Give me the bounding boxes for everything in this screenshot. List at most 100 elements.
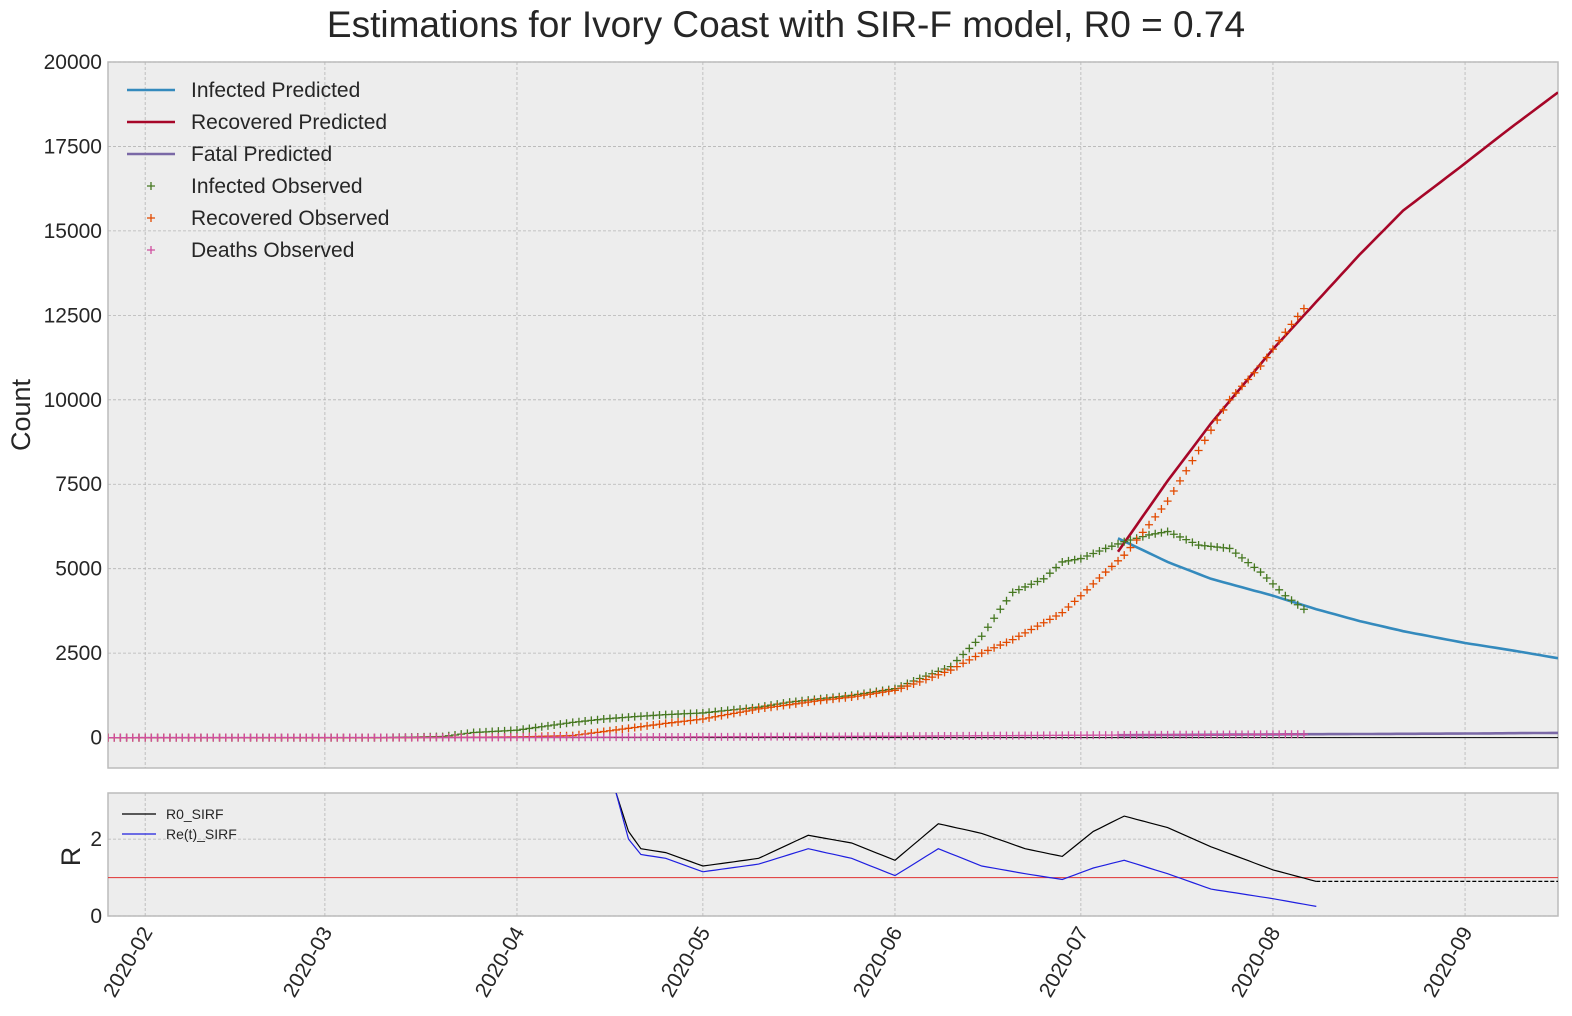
recovered-observed-marker [1138,528,1147,537]
infected-observed-marker [1151,529,1160,538]
recovered-observed-marker [1114,556,1123,565]
infected-observed-marker [1114,539,1123,548]
recovered-observed-marker [897,684,906,693]
recovered-observed-marker [1064,602,1073,611]
recovered-observed-marker [754,704,763,713]
legend-label: Recovered Predicted [191,111,387,134]
y-tick-label-top: 12500 [44,304,102,327]
recovered-observed-marker [1231,389,1240,398]
recovered-observed-marker [1194,446,1203,455]
deaths-observed-marker [1299,730,1308,739]
infected-observed-marker [574,717,583,726]
r0-sirf-line [615,793,1317,882]
top-plot-area [107,61,1559,769]
infected-observed-marker [519,725,528,734]
recovered-observed-marker [773,702,782,711]
recovered-observed-marker [983,646,992,655]
recovered-observed-marker [618,725,627,734]
recovered-observed-marker [1237,382,1246,391]
recovered-observed-marker [705,713,714,722]
y-tick-label-top: 5000 [55,558,102,581]
recovered-observed-marker [816,696,825,705]
legend-label: Infected Observed [191,175,363,198]
infected-observed-marker [587,716,596,725]
legend-label-bottom: R0_SIRF [166,806,224,822]
recovered-observed-marker [1219,405,1228,414]
y-tick-label-top: 17500 [44,135,102,158]
recovered-observed-marker [1126,543,1135,552]
recovered-observed-marker [952,662,961,671]
infected-observed-marker [1145,530,1154,539]
recovered-observed-marker [859,691,868,700]
infected-observed-marker [1299,605,1308,614]
infected-observed-marker [1163,527,1172,536]
infected-observed-marker [1256,568,1265,577]
chart-title: Estimations for Ivory Coast with SIR-F m… [326,4,1246,45]
recovered-observed-marker [878,688,887,697]
infected-observed-marker [996,605,1005,614]
recovered-observed-marker [1132,535,1141,544]
recovered-predicted-line [1116,91,1558,553]
recovered-observed-marker [841,693,850,702]
recovered-observed-marker [624,724,633,733]
recovered-observed-marker [779,701,788,710]
recovered-observed-marker [1101,568,1110,577]
infected-observed-marker [1231,549,1240,558]
infected-observed-marker [1287,596,1296,605]
infected-observed-marker [537,722,546,731]
recovered-observed-marker [1275,336,1284,345]
recovered-observed-marker [909,679,918,688]
x-tick-label: 2020-07 [1035,923,1093,1001]
infected-observed-marker [556,720,565,729]
recovered-observed-marker [680,717,689,726]
infected-observed-marker [1219,543,1228,552]
infected-observed-marker [1281,591,1290,600]
legend-marker [147,214,155,222]
recovered-observed-marker [1033,622,1042,631]
recovered-observed-marker [940,668,949,677]
infected-predicted-line [1117,537,1558,660]
recovered-observed-marker [866,690,875,699]
infected-observed-marker [1268,579,1277,588]
recovered-observed-marker [1157,505,1166,514]
recovered-observed-marker [810,697,819,706]
legend-marker [147,246,155,254]
recovered-observed-marker [698,715,707,724]
infected-observed-marker [1027,580,1036,589]
recovered-observed-marker [692,715,701,724]
infected-observed-marker [1275,585,1284,594]
recovered-observed-marker [928,673,937,682]
recovered-observed-marker [959,659,968,668]
recovered-observed-marker [1287,320,1296,329]
infected-observed-marker [1225,544,1234,553]
recovered-observed-marker [1095,573,1104,582]
recovered-observed-marker [717,711,726,720]
infected-observed-marker [1101,544,1110,553]
legend-label: Infected Predicted [191,79,360,102]
y-tick-label-top: 15000 [44,220,102,243]
recovered-observed-marker [1083,585,1092,594]
recovered-observed-marker [1027,625,1036,634]
recovered-observed-marker [723,710,732,719]
recovered-observed-marker [1176,476,1185,485]
infected-observed-marker [1176,532,1185,541]
infected-observed-marker [983,623,992,632]
infected-observed-marker [1070,555,1079,564]
recovered-observed-marker [667,718,676,727]
recovered-observed-marker [829,695,837,704]
y-tick-label-top: 10000 [44,389,102,412]
infected-observed-marker [1021,582,1030,591]
infected-observed-marker [965,644,974,653]
recovered-observed-marker [884,687,893,696]
recovered-observed-marker [1045,615,1054,624]
infected-observed-marker [512,726,521,735]
recovered-observed-marker [1089,579,1098,588]
infected-observed-marker [1045,569,1054,578]
infected-observed-marker [1244,558,1253,567]
recovered-observed-marker [649,721,658,730]
recovered-observed-marker [847,693,856,702]
y-axis-label-top: Count [6,378,36,451]
recovered-observed-marker [1008,635,1017,644]
legend-label: Deaths Observed [191,239,354,262]
